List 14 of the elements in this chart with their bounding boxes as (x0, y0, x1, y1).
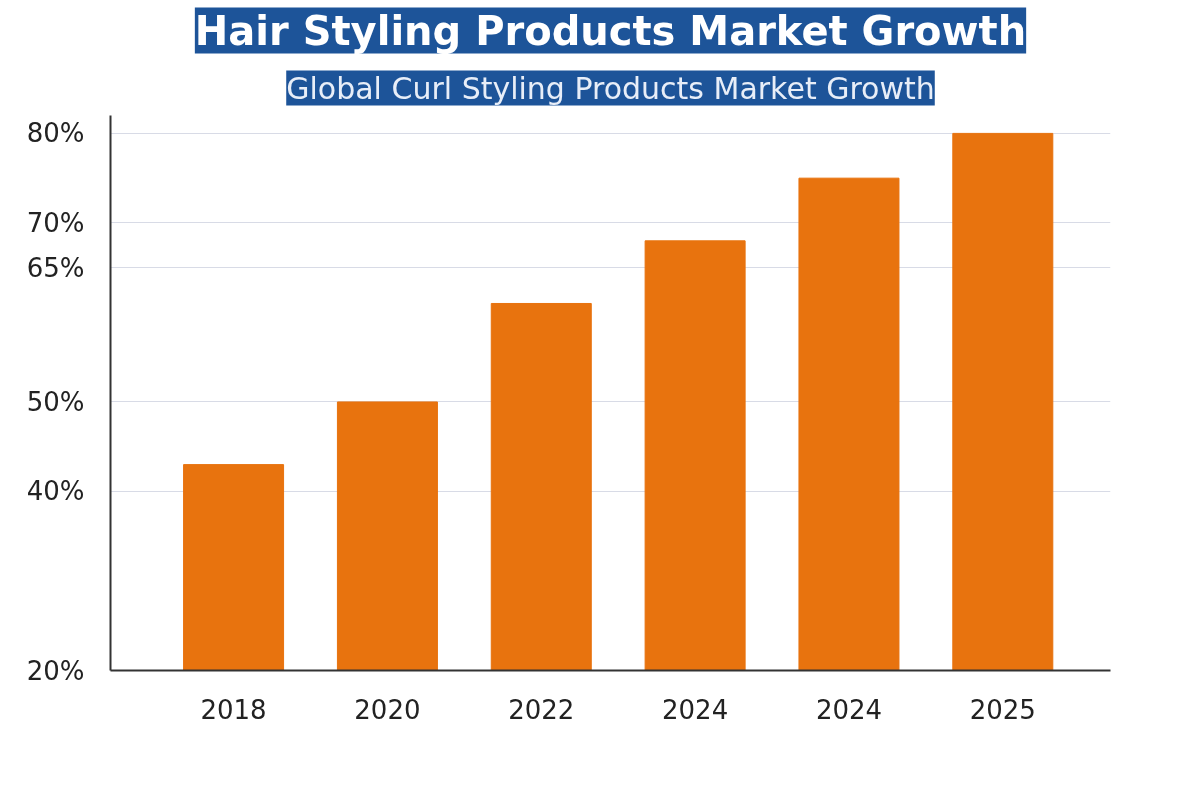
y-tick-label: 50% (26, 386, 85, 417)
y-tick-label: 40% (26, 476, 85, 507)
x-tick-label: 2025 (969, 694, 1036, 725)
x-tick-label: 2022 (508, 694, 575, 725)
x-tick-label: 2020 (354, 694, 421, 725)
y-tick-label: 80% (26, 118, 85, 149)
chart-title: Hair Styling Products Market Growth (194, 7, 1027, 54)
y-tick-label: 65% (26, 252, 85, 283)
x-tick-label: 2018 (200, 694, 267, 725)
y-tick-label: 70% (26, 207, 85, 238)
chart-subtitle: Global Curl Styling Products Market Growth (286, 70, 935, 106)
x-tick-label: 2024 (662, 694, 729, 725)
x-tick-label: 2024 (815, 694, 883, 725)
y-tick-label: 20% (26, 655, 85, 686)
